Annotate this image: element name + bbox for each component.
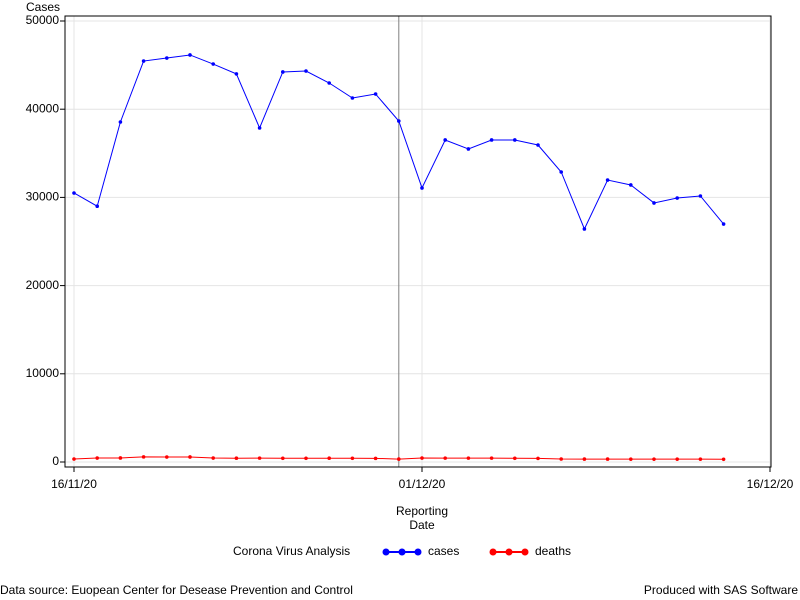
legend-label: cases: [428, 544, 459, 558]
data-point: [257, 126, 262, 130]
data-point: [211, 62, 215, 66]
footnote: Produced with SAS Software: [644, 583, 798, 597]
footnote: Data source: Euopean Center for Desease …: [0, 583, 353, 597]
data-point: [327, 456, 332, 461]
data-point: [165, 56, 169, 60]
data-point: [165, 455, 169, 459]
data-point: [234, 72, 239, 76]
y-tick-label: 30000: [26, 190, 60, 204]
legend-label: deaths: [535, 544, 571, 558]
y-tick-label: 50000: [26, 13, 60, 27]
data-point: [675, 457, 679, 461]
data-point: [373, 92, 378, 96]
x-axis-label: Date: [409, 518, 435, 532]
data-point: [536, 143, 540, 147]
plot-frame: [64, 15, 772, 468]
data-point: [257, 456, 262, 460]
legend-marker: [505, 548, 513, 556]
data-point: [397, 119, 401, 123]
data-point: [489, 138, 494, 142]
data-point: [605, 178, 610, 182]
data-point: [466, 456, 471, 460]
data-point: [281, 70, 285, 74]
data-point: [118, 120, 123, 124]
data-point: [141, 455, 146, 459]
data-point: [559, 170, 563, 174]
x-tick-label: 01/12/20: [399, 477, 446, 491]
data-point: [698, 194, 703, 198]
y-tick-label: 20000: [26, 278, 60, 292]
data-point: [350, 96, 355, 100]
data-point: [675, 196, 679, 200]
data-point: [582, 457, 587, 461]
data-point: [536, 456, 540, 461]
data-point: [350, 456, 355, 461]
data-point: [629, 457, 633, 461]
data-point: [234, 456, 239, 461]
data-point: [373, 456, 378, 461]
legend-marker: [489, 548, 497, 556]
data-point: [698, 457, 703, 461]
x-tick-label: 16/12/20: [747, 477, 794, 491]
x-axis-label: Reporting: [396, 504, 448, 518]
data-point: [629, 183, 633, 187]
data-point: [72, 191, 76, 195]
y-tick-label: 10000: [26, 366, 60, 380]
legend-marker: [521, 548, 529, 556]
data-point: [721, 457, 726, 462]
data-point: [489, 456, 494, 460]
data-point: [652, 201, 656, 205]
data-point: [95, 204, 99, 209]
data-point: [513, 456, 517, 461]
data-point: [721, 222, 726, 226]
data-point: [188, 455, 192, 459]
data-point: [304, 456, 308, 461]
data-point: [141, 59, 146, 63]
y-tick-label: 40000: [26, 101, 60, 115]
legend-marker: [382, 548, 390, 556]
data-point: [211, 456, 215, 460]
data-point: [72, 457, 76, 461]
data-point: [652, 457, 656, 461]
y-axis-label: Cases: [26, 0, 60, 14]
data-point: [466, 147, 471, 151]
data-point: [397, 457, 401, 461]
legend-title: Corona Virus Analysis: [233, 544, 350, 558]
data-point: [605, 457, 610, 461]
data-point: [95, 456, 99, 460]
data-point: [420, 186, 424, 190]
data-point: [304, 69, 308, 73]
x-tick-label: 16/11/20: [51, 477, 97, 491]
data-point: [513, 138, 517, 142]
legend-marker: [414, 548, 422, 556]
data-point: [327, 81, 332, 85]
data-point: [281, 456, 285, 461]
data-point: [443, 456, 448, 460]
data-point: [118, 456, 123, 460]
data-point: [188, 53, 192, 57]
data-point: [443, 138, 448, 142]
legend-marker: [398, 548, 406, 556]
data-point: [559, 457, 563, 461]
y-tick-label: 0: [52, 454, 59, 468]
data-point: [420, 456, 424, 460]
data-point: [582, 227, 587, 231]
